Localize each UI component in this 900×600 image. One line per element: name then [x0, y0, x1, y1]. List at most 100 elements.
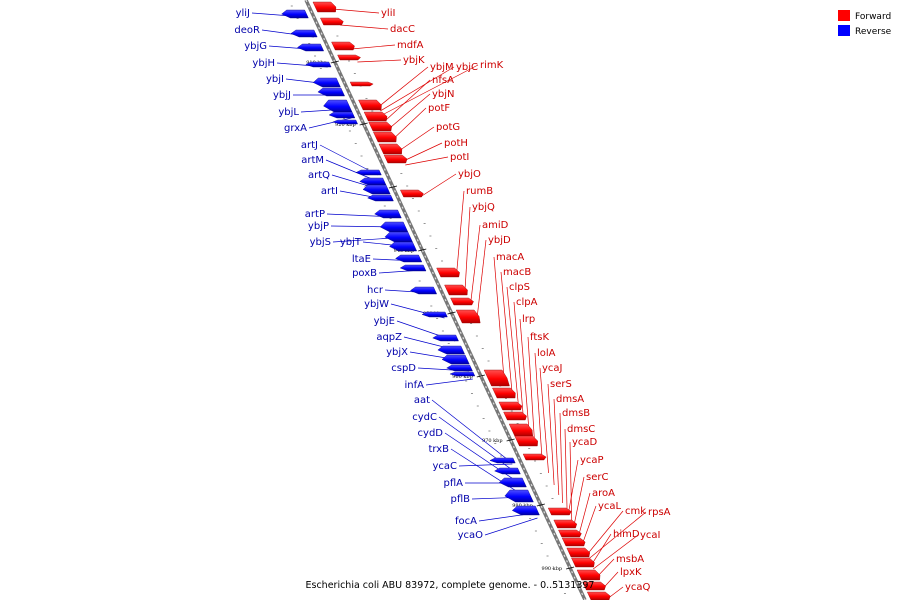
forward-gene-label: serC	[586, 472, 608, 483]
reverse-gene-arrow	[498, 477, 527, 488]
reverse-gene-label: artQ	[308, 170, 330, 181]
forward-label-line	[464, 206, 471, 294]
reverse-gene-arrow	[449, 371, 476, 377]
reverse-gene-label: artM	[301, 155, 324, 166]
reverse-gene-label: artJ	[301, 140, 318, 151]
forward-gene-arrow	[483, 369, 510, 387]
reverse-gene-label: pflA	[444, 478, 464, 489]
forward-gene-label: lpxK	[620, 567, 642, 578]
reverse-gene-arrow	[367, 194, 394, 202]
tick-label: 920 kbp	[335, 122, 356, 128]
forward-gene-label: rpsA	[648, 507, 671, 518]
forward-gene-arrow	[492, 387, 516, 399]
forward-gene-arrow	[349, 81, 374, 87]
reverse-gene-label: grxA	[284, 123, 307, 134]
forward-label-line	[420, 173, 457, 198]
forward-label-line	[403, 142, 443, 162]
reverse-gene-arrow	[359, 177, 387, 186]
reverse-label-line	[308, 117, 352, 129]
reverse-gene-arrow	[332, 119, 358, 125]
forward-label-line	[569, 441, 573, 524]
forward-label-line	[470, 224, 481, 306]
forward-gene-label: dmsB	[562, 408, 590, 419]
forward-label-line	[581, 505, 597, 546]
forward-gene-arrow	[547, 507, 572, 516]
forward-gene-arrow	[373, 131, 397, 143]
forward-gene-arrow	[503, 411, 527, 421]
forward-gene-label: clpA	[516, 297, 538, 308]
tick-mark	[447, 311, 456, 315]
legend-reverse-swatch	[838, 25, 850, 36]
forward-label-line	[573, 476, 585, 528]
tick-mark	[330, 60, 339, 64]
forward-gene-arrow	[436, 267, 460, 278]
forward-gene-arrow	[378, 143, 403, 155]
forward-gene-label: ycaL	[598, 501, 622, 512]
forward-label-line	[398, 126, 435, 152]
forward-gene-arrow	[320, 17, 344, 26]
reverse-gene-arrow	[504, 489, 534, 503]
reverse-gene-arrow	[312, 77, 341, 88]
forward-gene-label: potF	[428, 103, 450, 114]
reverse-gene-label: deoR	[234, 25, 260, 36]
reverse-gene-label: aat	[414, 395, 430, 406]
forward-label-line	[378, 66, 429, 108]
forward-gene-label: ybjM	[430, 62, 454, 73]
forward-label-line	[357, 59, 402, 63]
reverse-gene-label: focA	[455, 516, 477, 527]
reverse-gene-label: cydD	[418, 428, 444, 439]
forward-label-line	[456, 190, 465, 276]
forward-gene-arrow	[582, 581, 606, 591]
forward-gene-arrow	[522, 453, 547, 461]
reverse-gene-label: hcr	[367, 285, 384, 296]
forward-gene-arrow	[383, 154, 408, 164]
forward-gene-arrow	[400, 189, 424, 198]
forward-label-line	[381, 64, 479, 116]
reverse-gene-label: ybjX	[386, 347, 408, 358]
forward-label-line	[534, 352, 543, 460]
reverse-gene-arrow	[437, 345, 465, 355]
tick-label: 960 kbp	[452, 374, 473, 380]
reverse-gene-label: ybjI	[266, 74, 284, 85]
reverse-gene-arrow	[362, 184, 391, 195]
forward-gene-label: cmk	[625, 506, 646, 517]
forward-gene-arrow	[508, 423, 533, 437]
forward-gene-label: lolA	[537, 348, 556, 359]
forward-gene-arrow	[444, 284, 468, 296]
reverse-gene-label: cydC	[412, 412, 437, 423]
forward-gene-label: potG	[436, 122, 460, 133]
gene-arrows	[281, 1, 611, 600]
reverse-gene-label: ybjS	[310, 237, 331, 248]
forward-gene-label: aroA	[592, 488, 615, 499]
forward-label-line	[564, 428, 568, 514]
reverse-gene-arrow	[446, 364, 473, 372]
forward-gene-arrow	[576, 569, 601, 581]
forward-gene-label: nfsA	[432, 75, 454, 86]
forward-gene-label: ycaJ	[542, 363, 563, 374]
forward-label-line	[500, 271, 513, 396]
forward-gene-arrow	[571, 557, 595, 568]
reverse-gene-label: cspD	[391, 363, 416, 374]
reverse-gene-arrow	[374, 209, 402, 219]
forward-gene-arrow	[363, 111, 388, 122]
reverse-gene-label: trxB	[428, 444, 449, 455]
tick-mark	[359, 122, 368, 126]
forward-label-line	[577, 492, 591, 538]
forward-gene-label: ybjK	[403, 55, 425, 66]
tick-mark	[566, 566, 575, 570]
forward-gene-arrow	[337, 54, 361, 61]
tick-label: 970 kbp	[482, 438, 503, 444]
forward-label-line	[588, 511, 647, 560]
forward-label-line	[559, 412, 563, 504]
reverse-gene-arrow	[290, 29, 318, 38]
forward-gene-label: msbA	[616, 554, 644, 565]
forward-gene-arrow	[368, 121, 392, 132]
reverse-gene-arrow	[389, 241, 418, 252]
forward-gene-label: himD	[613, 529, 640, 540]
legend-forward-swatch	[838, 10, 850, 21]
forward-gene-label: dacC	[390, 24, 415, 35]
reverse-gene-arrow	[432, 334, 459, 342]
forward-gene-label: lrp	[522, 314, 535, 325]
forward-gene-arrow	[586, 591, 611, 600]
forward-gene-label: ftsK	[530, 332, 549, 343]
